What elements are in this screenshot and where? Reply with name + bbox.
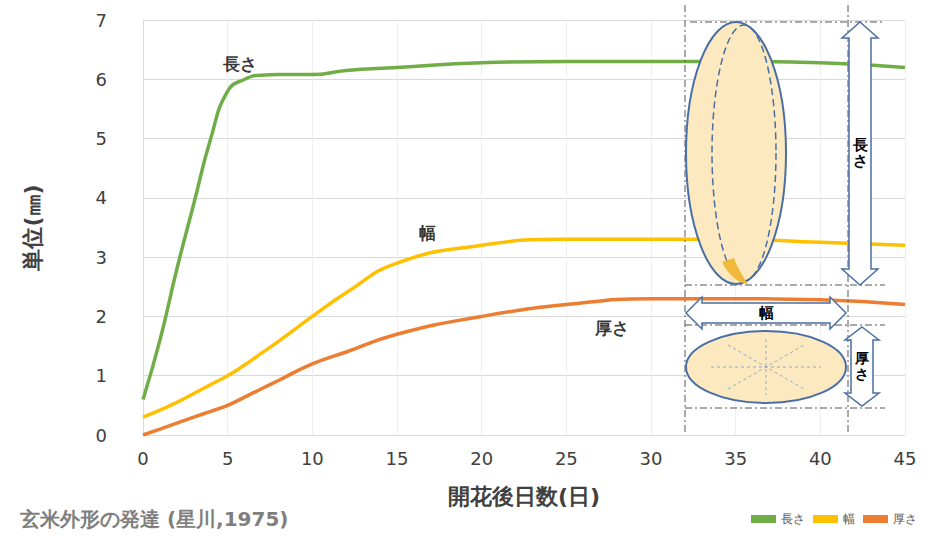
svg-text:25: 25 — [555, 448, 578, 469]
svg-text:厚さ: 厚さ — [893, 512, 917, 526]
svg-text:40: 40 — [809, 448, 832, 469]
svg-text:6: 6 — [96, 69, 107, 90]
svg-text:15: 15 — [386, 448, 409, 469]
svg-text:玄米外形の発達 (星川,1975): 玄米外形の発達 (星川,1975) — [19, 507, 289, 531]
svg-text:4: 4 — [96, 187, 107, 208]
svg-text:45: 45 — [894, 448, 917, 469]
svg-text:長さ: 長さ — [222, 54, 257, 74]
svg-text:0: 0 — [137, 448, 148, 469]
svg-text:幅: 幅 — [759, 304, 774, 322]
svg-text:2: 2 — [96, 306, 107, 327]
svg-text:20: 20 — [470, 448, 493, 469]
svg-text:長さ: 長さ — [781, 512, 805, 526]
svg-text:厚さ: 厚さ — [594, 318, 629, 338]
svg-text:7: 7 — [96, 10, 107, 31]
svg-text:30: 30 — [640, 448, 663, 469]
svg-text:幅: 幅 — [419, 223, 436, 243]
svg-text:0: 0 — [96, 425, 107, 446]
svg-text:開花後日数(日): 開花後日数(日) — [448, 484, 600, 509]
svg-text:さ: さ — [855, 366, 869, 382]
svg-text:長: 長 — [852, 136, 868, 154]
svg-text:5: 5 — [96, 128, 107, 149]
svg-text:10: 10 — [301, 448, 324, 469]
svg-text:3: 3 — [96, 247, 107, 268]
svg-text:単位(㎜): 単位(㎜) — [20, 184, 45, 271]
svg-text:幅: 幅 — [843, 512, 855, 526]
svg-text:さ: さ — [853, 152, 868, 170]
svg-text:5: 5 — [222, 448, 233, 469]
svg-text:35: 35 — [724, 448, 747, 469]
svg-text:1: 1 — [96, 365, 107, 386]
svg-text:厚: 厚 — [854, 350, 869, 366]
